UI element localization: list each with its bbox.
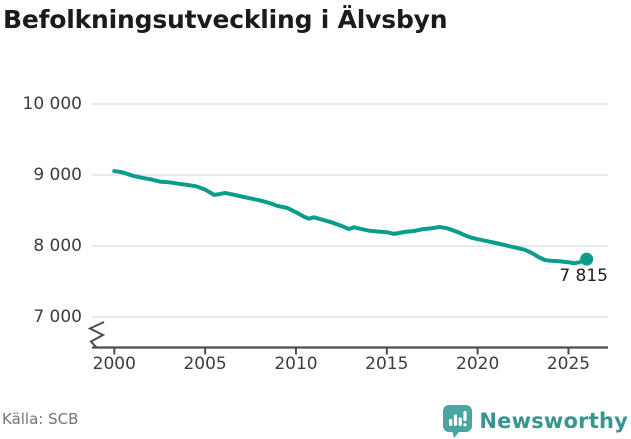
- y-tick-label: 8 000: [33, 236, 82, 256]
- x-tick-label: 2025: [546, 354, 591, 374]
- chart-title: Befolkningsutveckling i Älvsbyn: [3, 5, 448, 34]
- y-tick-label: 9 000: [33, 165, 82, 185]
- x-tick-label: 2005: [183, 354, 227, 374]
- population-line-chart: [87, 103, 608, 355]
- newsworthy-logo: Newsworthy: [442, 404, 628, 438]
- x-tick-label: 2010: [274, 354, 318, 374]
- x-tick-label: 2020: [456, 354, 500, 374]
- y-tick-label: 7 000: [33, 307, 82, 327]
- last-value-label: 7 815: [559, 266, 608, 286]
- x-tick-label: 2015: [365, 354, 409, 374]
- y-tick-label: 10 000: [22, 94, 82, 114]
- source-caption: Källa: SCB: [2, 410, 79, 428]
- last-point-marker: [580, 252, 594, 266]
- axis-break-icon: [87, 321, 106, 349]
- bar-chart-speech-bubble-icon: [443, 405, 473, 438]
- population-series-line: [112, 169, 589, 266]
- x-tick-label: 2000: [92, 354, 136, 374]
- brand-name: Newsworthy: [479, 409, 628, 433]
